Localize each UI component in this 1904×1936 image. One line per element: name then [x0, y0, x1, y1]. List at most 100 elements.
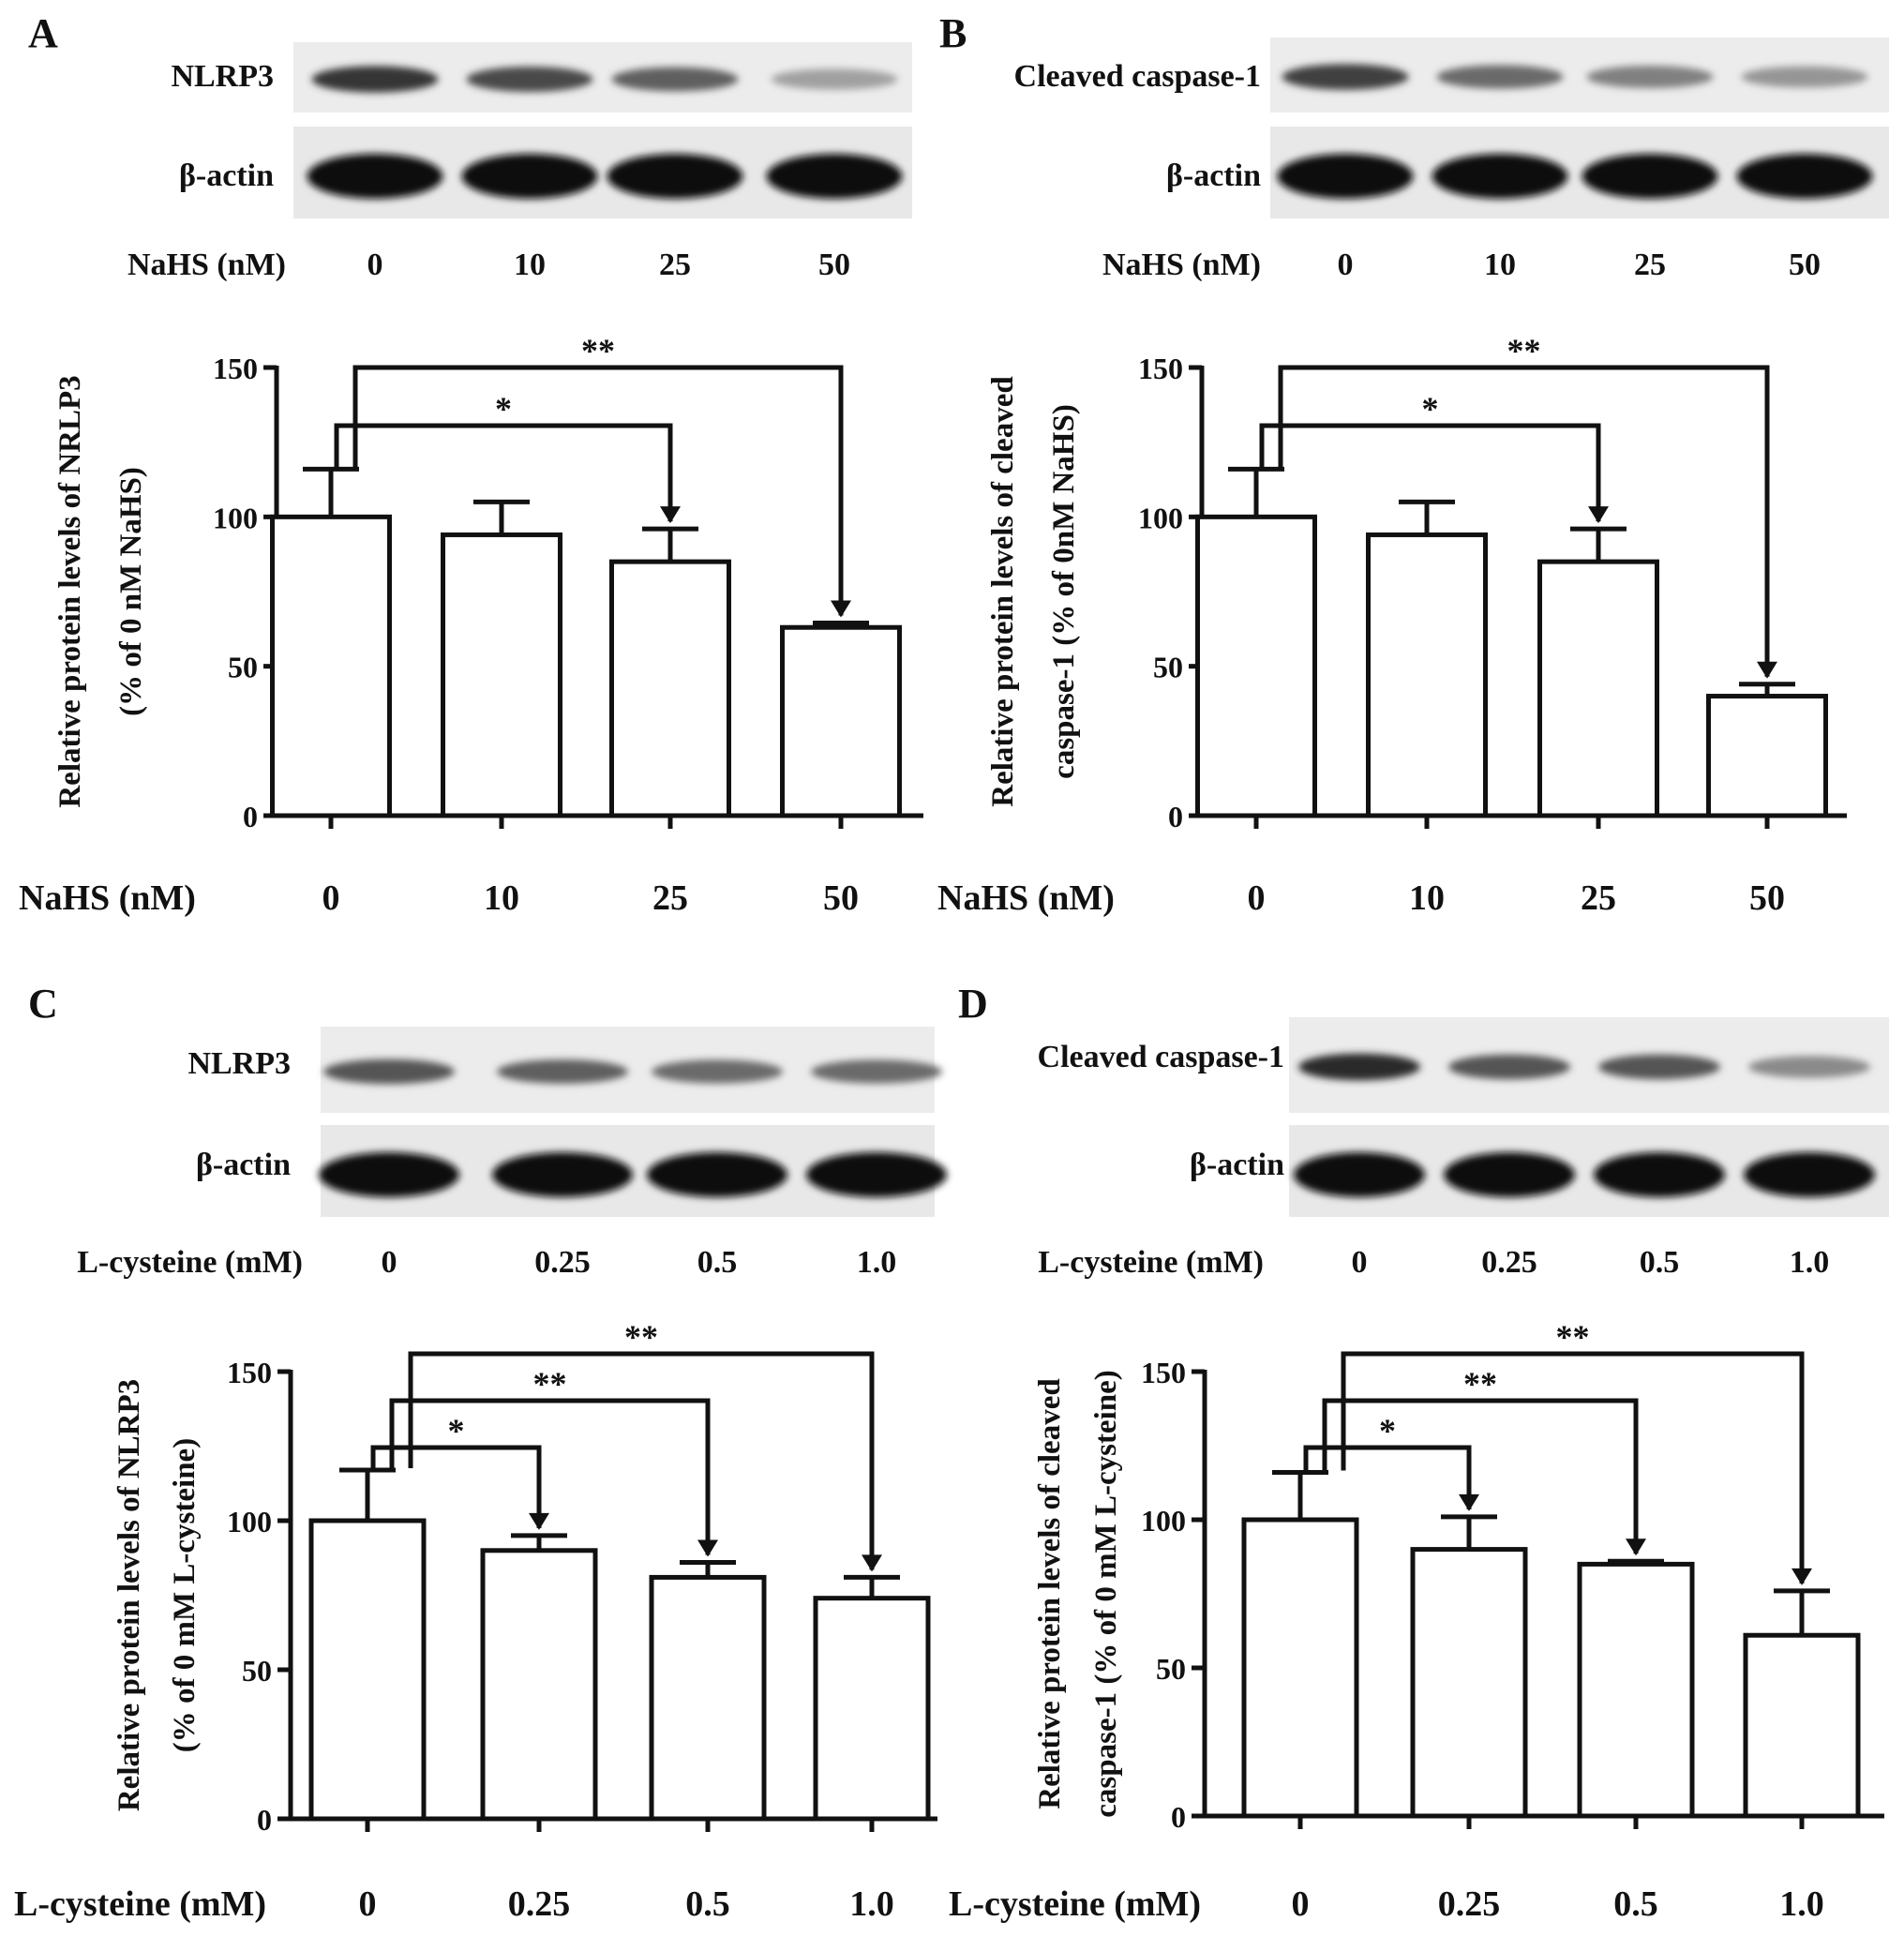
significance-label: ** — [624, 1318, 658, 1356]
significance-label: * — [495, 390, 512, 428]
y-axis-title: (% of 0 mM L-cysteine) — [168, 1438, 202, 1752]
bracket-arrowhead — [1757, 661, 1777, 679]
y-tick-label: 50 — [228, 651, 258, 684]
bracket-line — [408, 1351, 875, 1570]
blot-lane-label: 25 — [1634, 248, 1666, 282]
x-tick-label: 0.5 — [1613, 1884, 1658, 1924]
significance-label: * — [448, 1412, 465, 1449]
blot-target-label: Cleaved caspase-1 — [1014, 59, 1261, 94]
bracket-arrowhead — [1459, 1493, 1479, 1511]
bracket-line — [1278, 365, 1770, 677]
blot-band-loading — [1277, 154, 1414, 199]
bracket-line — [1303, 1445, 1472, 1509]
panel-b: B 0 10 25 50 Cleaved caspase-1 β-actin NaHS (nM… — [937, 10, 1889, 918]
bar — [441, 532, 562, 818]
blot-band-loading — [1736, 154, 1873, 199]
blot-lane-label: 0.5 — [697, 1245, 738, 1280]
y-axis-title: (% of 0 nM NaHS) — [114, 467, 148, 716]
bracket-line — [370, 1445, 542, 1528]
y-axis-title: Relative protein levels of NRLP3 — [53, 375, 87, 807]
bracket-line — [1259, 423, 1601, 522]
bar-chart: 0 50 100 150 0 0.25 0.5 1.0 L-cysteine (mM) Relat… — [949, 1318, 1884, 1924]
blot-lane-label: 0.25 — [534, 1245, 591, 1280]
blot-band-target — [311, 66, 439, 93]
blot-target-label: Cleaved caspase-1 — [1038, 1040, 1284, 1074]
y-tick-label: 100 — [213, 501, 258, 534]
bar — [1706, 694, 1828, 818]
blot-lane-label: 0 — [367, 248, 383, 282]
bar-chart: 0 50 100 150 0 10 25 50 NaHS (nM) Relative protei… — [937, 332, 1847, 918]
significance-label: ** — [1463, 1365, 1497, 1403]
panel-letter: D — [958, 981, 988, 1027]
blot-target-label: NLRP3 — [187, 1046, 291, 1081]
y-axis-title: Relative protein levels of cleaved — [1033, 1378, 1067, 1808]
blot-treatment-label: NaHS (nM) — [1102, 248, 1261, 282]
blot-loading-label: β-actin — [1166, 158, 1261, 193]
significance-bracket: ** — [389, 1365, 718, 1557]
blot-band-target — [611, 67, 739, 92]
x-tick-label: 25 — [1581, 878, 1616, 918]
blot-lane-label: 0 — [1338, 248, 1354, 282]
bar — [1195, 514, 1317, 818]
blot-lane-label: 1.0 — [857, 1245, 897, 1280]
x-tick-label: 1.0 — [849, 1884, 894, 1924]
bracket-arrowhead — [660, 506, 681, 524]
blot-band-target — [1282, 64, 1409, 90]
y-tick-label: 0 — [257, 1803, 272, 1837]
y-axis-title: caspase-1 (% of 0 mM L-cysteine) — [1089, 1370, 1123, 1817]
bracket-line — [389, 1398, 711, 1555]
x-axis-title: L-cysteine (mM) — [14, 1884, 266, 1924]
y-tick-label: 100 — [1141, 1504, 1186, 1538]
significance-bracket: ** — [408, 1318, 882, 1572]
panel-letter: A — [28, 10, 58, 56]
x-tick-label: 25 — [652, 878, 688, 918]
x-axis-title: L-cysteine (mM) — [949, 1884, 1201, 1924]
blot-loading-label: β-actin — [196, 1148, 291, 1182]
blot-band-target — [1741, 66, 1868, 88]
y-tick-label: 100 — [227, 1505, 272, 1538]
y-tick-label: 150 — [213, 352, 258, 385]
significance-label: ** — [581, 332, 615, 369]
blot-band-loading — [319, 1152, 459, 1197]
y-tick-label: 150 — [1138, 352, 1183, 385]
bracket-arrowhead — [831, 600, 851, 618]
x-tick-label: 0 — [1292, 1884, 1310, 1924]
significance-bracket: * — [1259, 390, 1609, 524]
blot-band-loading — [607, 154, 743, 199]
bar — [1743, 1632, 1861, 1819]
x-tick-label: 50 — [1749, 878, 1785, 918]
blot-lane-label: 0 — [382, 1245, 397, 1280]
bar — [649, 1574, 767, 1822]
significance-bracket: * — [370, 1412, 549, 1530]
y-tick-label: 0 — [1168, 800, 1183, 833]
x-tick-label: 0.5 — [685, 1884, 730, 1924]
western-blot: 0 0.25 0.5 1.0 Cleaved caspase-1 β-actin L-cys… — [1038, 1017, 1889, 1280]
y-tick-label: 50 — [242, 1654, 272, 1688]
western-blot: 0 10 25 50 Cleaved caspase-1 β-actin NaHS (nM) — [1014, 38, 1889, 282]
blot-band-target — [1298, 1053, 1420, 1081]
blot-band-target — [1748, 1056, 1870, 1078]
bar — [1410, 1547, 1528, 1819]
panel-letter: B — [939, 10, 967, 56]
blot-band-loading — [461, 154, 598, 199]
bracket-arrowhead — [1588, 506, 1609, 524]
bar — [780, 624, 902, 818]
significance-bracket: ** — [1341, 1318, 1812, 1585]
x-axis-title: NaHS (nM) — [937, 878, 1115, 918]
bar — [270, 514, 392, 818]
blot-band-target — [497, 1059, 628, 1084]
blot-band-target — [466, 67, 593, 92]
blot-band-target — [323, 1058, 455, 1085]
blot-band-loading — [307, 154, 443, 199]
panel-d: D 0 0.25 0.5 1.0 Cleaved caspase-1 β-actin L-cy… — [949, 981, 1889, 1924]
blot-lane-label: 10 — [1484, 248, 1516, 282]
x-tick-label: 0 — [359, 1884, 377, 1924]
x-tick-label: 1.0 — [1779, 1884, 1824, 1924]
x-tick-label: 10 — [1409, 878, 1445, 918]
blot-band-loading — [1744, 1152, 1875, 1197]
bar — [1577, 1561, 1695, 1819]
y-tick-label: 50 — [1156, 1652, 1186, 1686]
blot-band-loading — [1432, 154, 1568, 199]
x-axis-title: NaHS (nM) — [19, 878, 196, 918]
